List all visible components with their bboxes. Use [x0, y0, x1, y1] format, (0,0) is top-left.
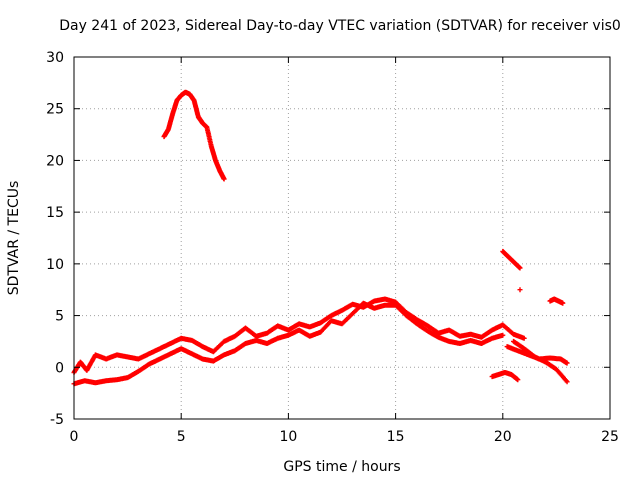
x-axis-label: GPS time / hours	[283, 459, 400, 475]
series-isolated	[517, 287, 523, 293]
grid	[74, 57, 610, 419]
y-tick-label: 0	[55, 360, 64, 376]
y-tick-label: 25	[46, 102, 64, 118]
series-small-cluster	[547, 296, 566, 306]
y-tick-label: -5	[50, 412, 64, 428]
y-axis-label: SDTVAR / TECUs	[6, 181, 22, 296]
plot-frame	[73, 56, 611, 420]
series-main-band-upper	[71, 296, 527, 375]
x-tick-label: 5	[177, 429, 186, 445]
x-tick-label: 15	[387, 429, 405, 445]
y-tick-label: 5	[55, 309, 64, 325]
series-late-tail-b	[504, 344, 570, 366]
series-high-arc	[161, 89, 227, 182]
x-tick-label: 10	[279, 429, 297, 445]
x-tick-label: 0	[70, 429, 79, 445]
x-tick-label: 20	[494, 429, 512, 445]
y-tick-label: 10	[46, 257, 64, 273]
y-tick-label: 30	[46, 50, 64, 66]
x-tick-label: 25	[601, 429, 619, 445]
y-tick-label: 15	[46, 205, 64, 221]
ticks: 0 5 10 15 20 25 -5 0 5 10 15 20 25 30	[46, 50, 619, 445]
y-tick-label: 20	[46, 153, 64, 169]
series-low-segment	[489, 370, 521, 383]
series-late-descending	[500, 248, 523, 271]
data-marks	[71, 89, 570, 387]
chart-title: Day 241 of 2023, Sidereal Day-to-day VTE…	[59, 18, 621, 34]
